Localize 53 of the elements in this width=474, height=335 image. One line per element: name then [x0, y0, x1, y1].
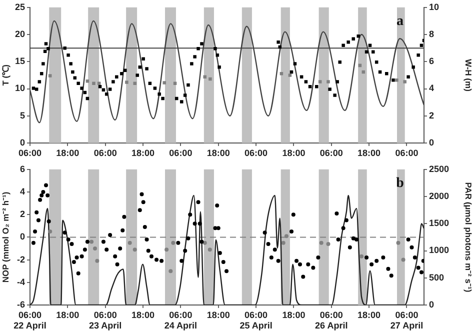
annotation: a: [396, 14, 404, 30]
y2-tick-label: 2000: [429, 191, 450, 202]
x-tick-label: 06:00 22 April: [14, 310, 46, 331]
y2-tick-label: 0: [429, 299, 434, 310]
y-tick-label: -6: [16, 299, 25, 310]
y-tick-label: -2: [16, 254, 25, 264]
x-tick-label: 18:00: [132, 148, 155, 158]
y-axis-title: T (℃): [0, 64, 10, 86]
y2-tick-label: 10: [429, 2, 440, 12]
x-tick-label: 06:00 26 April: [315, 310, 348, 331]
x-tick-label: 18:00: [358, 310, 381, 320]
y2-tick-label: 1500: [429, 218, 450, 228]
x-tick-label: 06:00 27 April: [390, 310, 424, 331]
y-tick-label: 4: [20, 186, 25, 196]
y2-tick-label: 2500: [429, 164, 450, 174]
x-tick-label: 06:00: [395, 148, 418, 158]
y2-axis-title: PAR (µmol photons m⁻² s⁻¹): [464, 182, 474, 292]
x-tick-label: 06:00 25 April: [240, 310, 272, 331]
x-tick-label: 06:00 23 April: [89, 310, 122, 331]
x-tick-label: 06:00: [169, 148, 192, 158]
y2-tick-label: 1000: [429, 245, 450, 256]
x-tick-label: 18:00: [358, 148, 381, 158]
y2-tick-label: 4: [429, 83, 434, 94]
x-tick-label: 06:00: [244, 148, 268, 158]
y2-tick-label: 8: [429, 29, 434, 40]
y2-axis-title: W-H (m): [464, 58, 474, 92]
x-tick-label: 18:00: [56, 148, 80, 158]
y-tick-label: 25: [14, 2, 25, 12]
annotation: b: [396, 176, 404, 192]
x-tick-label: 06:00: [18, 148, 42, 158]
y-tick-label: 6: [20, 164, 25, 174]
y-tick-label: -4: [16, 276, 25, 287]
x-tick-label: 18:00: [56, 310, 80, 320]
y2-tick-label: 500: [429, 272, 444, 282]
x-tick-label: 06:00: [320, 148, 343, 158]
x-tick-label: 18:00: [132, 310, 155, 320]
y2-tick-label: 6: [429, 56, 434, 66]
y2-tick-label: 0: [429, 137, 434, 148]
x-tick-label: 06:00 24 April: [164, 310, 198, 331]
x-tick-label: 18:00: [206, 148, 230, 158]
y-tick-label: 5: [20, 110, 25, 120]
y-tick-label: 2: [20, 209, 25, 220]
y2-tick-label: 2: [429, 110, 434, 120]
x-tick-label: 06:00: [94, 148, 117, 158]
y-tick-label: 10: [14, 83, 25, 94]
x-tick-label: 18:00: [282, 148, 306, 158]
x-tick-label: 18:00: [282, 310, 306, 320]
y-tick-label: 20: [14, 29, 25, 40]
y-tick-label: 0: [20, 232, 25, 242]
y-tick-label: 0: [20, 137, 25, 148]
y-tick-label: 15: [14, 56, 25, 66]
y-axis-title: NOP (mmol O₂ m⁻² h⁻¹): [0, 192, 10, 283]
x-tick-label: 18:00: [206, 310, 230, 320]
